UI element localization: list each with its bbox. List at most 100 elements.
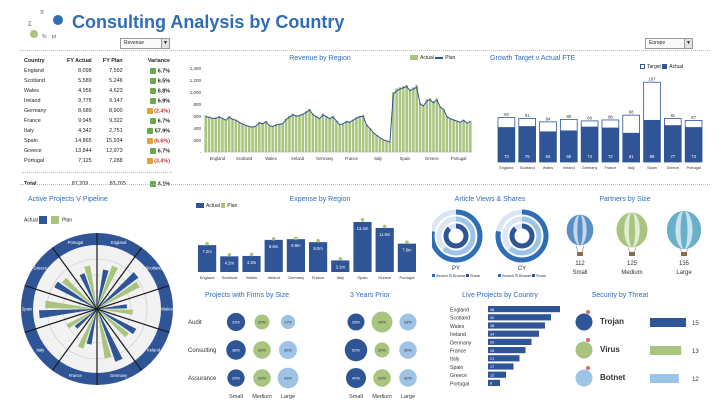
balloon-basket — [577, 252, 583, 256]
revenue-bar — [294, 115, 298, 152]
bomb-icon — [574, 368, 594, 388]
actual-bar — [560, 130, 578, 162]
x-tick-label: Germany — [288, 275, 304, 280]
expense-bar — [331, 260, 350, 272]
data-label: 3.1m — [336, 264, 346, 269]
percent-bubble — [253, 369, 271, 387]
legend-label: Actual — [206, 203, 220, 209]
svg-text:Σ: Σ — [28, 22, 32, 28]
total-divider — [22, 172, 172, 173]
revenue-bar — [318, 118, 321, 152]
pipeline-title: Active Projects V Pipeline — [28, 196, 108, 203]
revenue-bar — [241, 123, 244, 152]
data-label: 34 — [490, 332, 494, 336]
radar-divider — [96, 308, 170, 334]
sector-label: Spain — [22, 307, 33, 312]
revenue-bar — [227, 116, 231, 152]
revenue-bar — [321, 113, 325, 152]
variance-cell: (3.4%) — [125, 156, 172, 166]
revenue-bar — [237, 122, 241, 152]
x-tick-label: Italy — [628, 166, 635, 170]
country-label: Portugal — [450, 381, 469, 387]
donut-ring — [509, 223, 535, 249]
partner-value: 112 — [575, 261, 585, 267]
partners-balloons: 112 Small 125 Medium 135 Large — [566, 210, 702, 276]
live-project-bar — [488, 347, 526, 354]
actual-cell: 4,956 — [78, 88, 92, 94]
country-label: Ireland — [450, 332, 466, 338]
revenue-bar — [371, 132, 375, 152]
variance-cell: 6.5% — [125, 76, 172, 86]
expense-chart-title: Expense by Region — [289, 196, 351, 203]
plan-cell: 2,751 — [109, 128, 123, 134]
country-label: Wales — [450, 324, 465, 330]
legend-swatch — [466, 274, 469, 277]
revenue-bar — [412, 87, 415, 152]
legend-label: Browse — [453, 274, 466, 278]
target-label: 91 — [670, 113, 675, 118]
revenue-bar — [217, 116, 221, 152]
growth-legend: Target Actual — [640, 64, 683, 70]
actual-cell: 8,098 — [78, 68, 92, 74]
percent-bubble — [347, 313, 365, 331]
actual-label: 73 — [504, 154, 509, 159]
variance-value: 6.7% — [157, 118, 170, 125]
percent-bubble — [227, 369, 245, 387]
metric-select[interactable]: Revenue ▼ — [120, 38, 170, 49]
variance-cell: 6.7% — [125, 146, 172, 156]
sector-label: Wales — [161, 307, 172, 312]
x-tick-label: England — [499, 166, 513, 170]
actual-bar — [518, 126, 536, 162]
x-tick-label: Spain — [400, 156, 411, 161]
legend-label: Share — [470, 274, 480, 278]
sector-label: England — [111, 240, 127, 245]
actual-cell: 4,342 — [78, 128, 92, 134]
revenue-bar — [465, 123, 469, 152]
variance-cell: 6.8% — [125, 86, 172, 96]
variance-value: (6.6%) — [154, 138, 170, 145]
percent-bubble — [399, 313, 417, 331]
revenue-chart: 1,400 1,200 1,000 800 600 400 200 - England Scotl… — [190, 66, 472, 161]
x-tick-label: Portugal — [399, 275, 414, 280]
radar-divider — [96, 308, 143, 371]
y-tick-label: 1,400 — [190, 66, 202, 71]
target-label: 89 — [566, 114, 571, 119]
percent-bubble — [344, 338, 368, 362]
fuse-spark — [586, 310, 590, 314]
x-tick-label: Portugal — [451, 156, 467, 161]
percent-bubble — [277, 367, 299, 389]
legend-swatch — [498, 274, 501, 277]
country-cell: Ireland — [24, 98, 41, 104]
x-tick-label: France — [345, 156, 359, 161]
revenue-bar — [348, 122, 351, 152]
radar-divider — [96, 284, 170, 310]
bubble-label: 30% — [404, 376, 412, 381]
revenue-bar — [462, 119, 465, 152]
partner-value: 135 — [679, 261, 690, 267]
bubble-label: 20% — [258, 320, 266, 325]
target-label: 91 — [525, 113, 530, 118]
column-label: Large — [401, 394, 415, 400]
column-header: Variance — [147, 58, 170, 64]
x-tick-label: Italy — [337, 275, 344, 280]
row-label: Consulting — [188, 348, 216, 354]
expense-bar — [220, 256, 239, 272]
region-select[interactable]: Europe ▼ — [645, 38, 693, 49]
article-title: Article Views & Shares — [454, 196, 526, 203]
table-row: Wales 4,956 4,623 6.8% — [22, 86, 172, 96]
percent-bubble — [254, 314, 270, 330]
legend-label: Target — [647, 64, 661, 70]
variance-cell: 6.7% — [125, 116, 172, 126]
legend-swatch-actual — [39, 216, 48, 224]
data-label: 13.4m — [357, 226, 369, 231]
data-label: 48 — [490, 308, 494, 312]
actual-label: 77 — [670, 154, 675, 159]
bubble-label: 33% — [232, 320, 240, 325]
target-label: 167 — [649, 77, 657, 82]
status-indicator-icon — [150, 147, 157, 154]
revenue-bar — [234, 119, 238, 152]
table-row: Spain 14,865 15,934 (6.6%) — [22, 136, 172, 146]
revenue-bar — [459, 122, 462, 152]
revenue-bar — [402, 86, 405, 152]
x-tick-label: Ireland — [563, 166, 575, 170]
